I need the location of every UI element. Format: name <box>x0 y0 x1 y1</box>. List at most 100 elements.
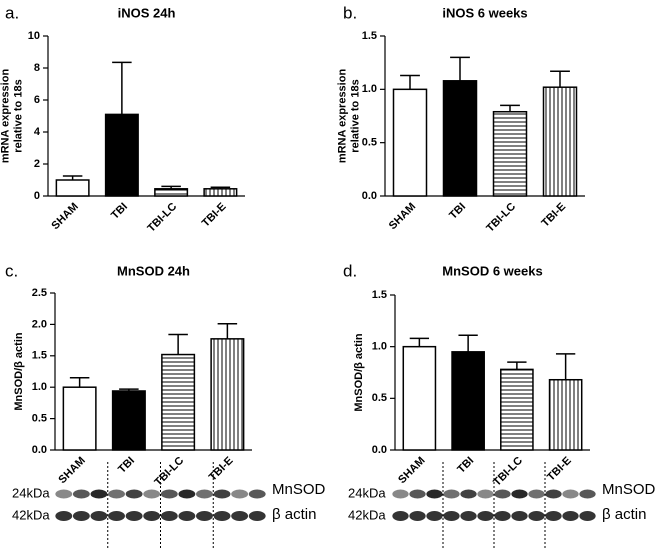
blot-protein-label: MnSOD <box>602 481 656 498</box>
blot-band <box>426 511 443 521</box>
blot-band <box>528 489 545 499</box>
y-tick-label: 1.0 <box>372 341 387 353</box>
blot-size-label: 42kDa <box>348 507 386 522</box>
bar <box>492 110 528 197</box>
blot-band <box>90 511 108 521</box>
blot-band <box>143 489 161 499</box>
x-tick-label: TBI-E <box>200 201 229 230</box>
x-tick-label: TBI-LC <box>145 201 179 235</box>
blot-band <box>55 511 73 521</box>
blot-protein-label: MnSOD <box>272 481 326 498</box>
x-tick-label: SHAM <box>387 201 418 232</box>
bar <box>392 88 428 197</box>
blot-band <box>477 489 494 499</box>
y-axis-label: mRNA expression <box>0 69 11 164</box>
chart-title: MnSOD 6 weeks <box>442 263 542 278</box>
blot-band <box>443 489 460 499</box>
blot-band <box>213 511 231 521</box>
x-tick-label: TBI <box>447 201 468 222</box>
blot-band <box>248 511 266 521</box>
blot-band <box>178 489 196 499</box>
bar <box>402 345 437 451</box>
bar <box>104 113 139 197</box>
blot-band <box>545 511 562 521</box>
blot-band <box>528 511 545 521</box>
y-axis-label: MnSOD/β actin <box>353 333 365 412</box>
y-tick-label: 6 <box>34 94 40 106</box>
blot-band <box>494 511 511 521</box>
blot-band <box>55 489 73 499</box>
y-tick-label: 2 <box>34 158 40 170</box>
blot-band <box>562 489 579 499</box>
panel-label: c. <box>5 261 18 280</box>
blot-band <box>511 489 528 499</box>
y-tick-label: 10 <box>28 30 40 42</box>
panel-label: b. <box>343 3 357 22</box>
chart-title: iNOS 24h <box>118 5 176 20</box>
blot-band <box>196 489 213 499</box>
blot-band <box>178 511 196 521</box>
x-tick-label: SHAM <box>56 455 87 486</box>
x-tick-label: TBI-E <box>539 201 568 230</box>
blot-band <box>460 489 477 499</box>
y-tick-label: 0.5 <box>32 413 47 425</box>
x-tick-label: TBI-E <box>207 455 236 484</box>
panel-label: a. <box>5 3 19 22</box>
x-tick-label: TBI-LC <box>484 201 518 235</box>
blot-band <box>125 511 143 521</box>
blot-band <box>579 489 596 499</box>
x-tick-label: TBI <box>455 455 476 476</box>
blot-size-label: 24kDa <box>348 485 386 500</box>
blot-band <box>231 489 249 499</box>
blot-band <box>392 511 409 521</box>
y-tick-label: 0.5 <box>362 137 377 149</box>
blot-band <box>562 511 579 521</box>
x-tick-label: TBI <box>109 201 130 222</box>
blot-band <box>460 511 477 521</box>
blot-band <box>494 489 511 499</box>
blot-band <box>90 489 108 499</box>
y-tick-label: 2.5 <box>32 287 47 299</box>
blot-band <box>477 511 494 521</box>
bar <box>203 188 238 197</box>
blot-band <box>409 489 426 499</box>
bar <box>442 80 478 197</box>
bar <box>451 351 485 451</box>
y-axis-label: relative to 18s <box>12 79 24 152</box>
bar <box>111 390 146 451</box>
y-tick-label: 4 <box>34 126 41 138</box>
y-tick-label: 8 <box>34 62 40 74</box>
y-tick-label: 1.5 <box>372 289 387 301</box>
x-tick-label: TBI <box>116 455 137 476</box>
blot-band <box>248 489 266 499</box>
bar <box>548 378 583 451</box>
y-tick-label: 0 <box>34 190 40 202</box>
y-tick-label: 1.0 <box>362 83 377 95</box>
blot-band <box>108 489 125 499</box>
blot-band <box>143 511 161 521</box>
blot-band <box>443 511 460 521</box>
panel-label: d. <box>343 261 357 280</box>
blot-band <box>579 511 596 521</box>
blot-band <box>409 511 426 521</box>
blot-protein-label: β actin <box>602 506 646 523</box>
blot-band <box>125 489 143 499</box>
x-tick-label: SHAM <box>396 455 427 486</box>
bar <box>161 353 196 451</box>
bar <box>154 188 189 197</box>
y-axis-label: MnSOD/β actin <box>13 332 25 411</box>
x-tick-label: TBI-LC <box>491 455 525 489</box>
bar <box>500 368 534 451</box>
blot-band <box>160 489 178 499</box>
blot-band <box>231 511 249 521</box>
y-tick-label: 2.0 <box>32 318 47 330</box>
y-tick-label: 0.0 <box>362 190 377 202</box>
blot-band <box>545 489 562 499</box>
y-tick-label: 0.5 <box>372 392 387 404</box>
y-tick-label: 1.5 <box>362 30 377 42</box>
bar <box>62 386 97 451</box>
x-tick-label: SHAM <box>49 201 80 232</box>
blot-band <box>72 511 90 521</box>
x-tick-label: TBI-E <box>545 455 574 484</box>
